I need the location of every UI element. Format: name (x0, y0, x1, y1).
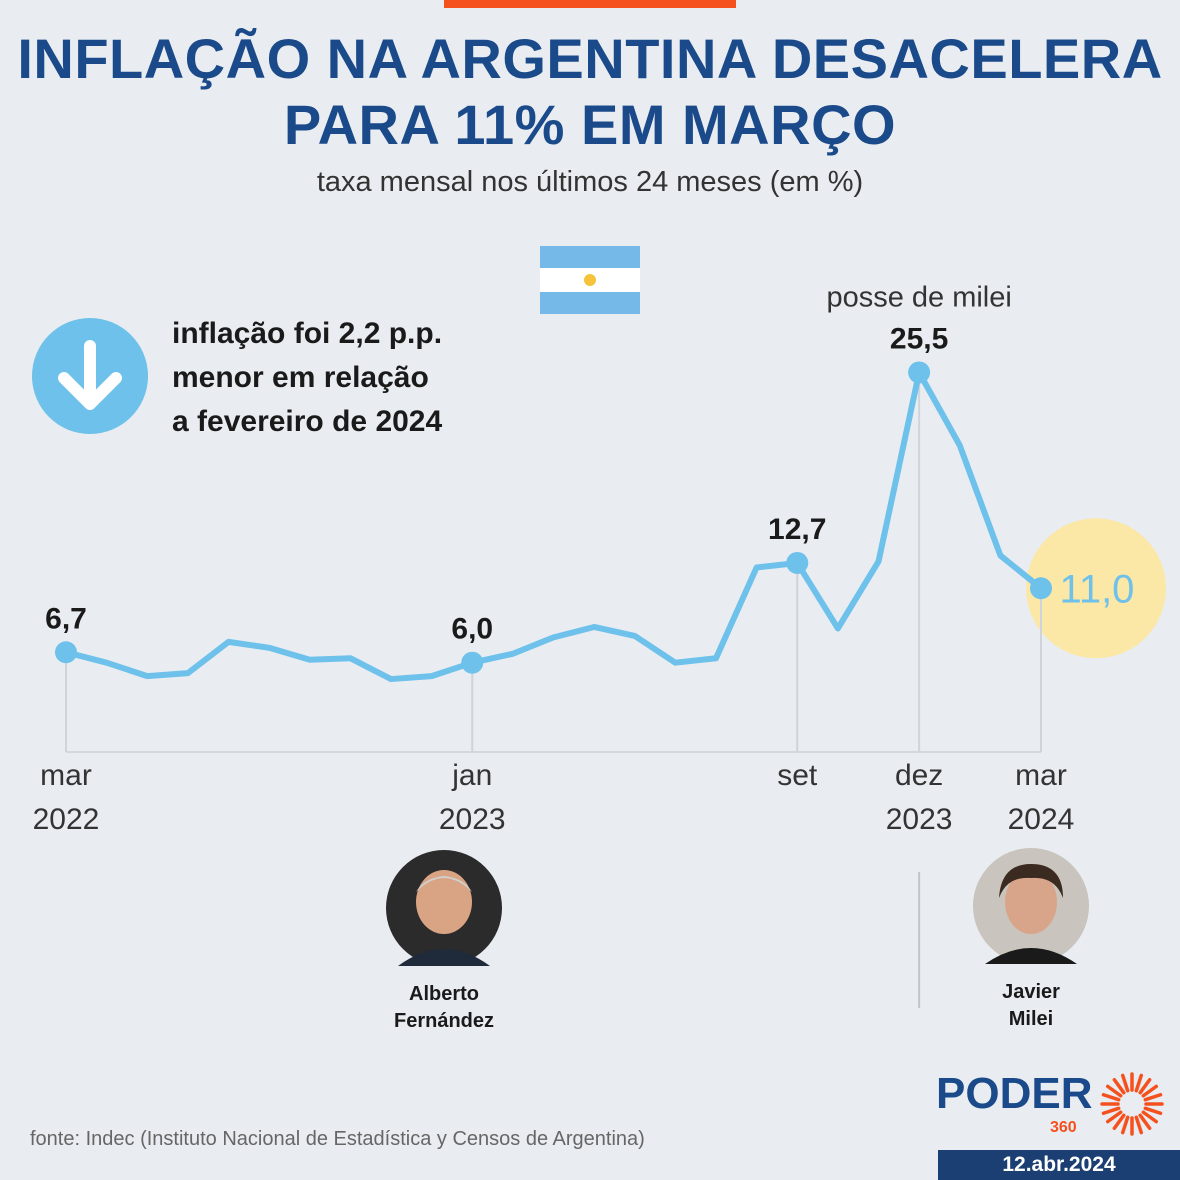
x-tick-label-line-1: mar (40, 759, 92, 792)
sunburst-ray (1101, 1092, 1121, 1102)
sunburst-ray (1101, 1106, 1121, 1116)
x-tick-label: mar 2022 (0, 754, 146, 842)
alberto-fernandez-portrait (386, 850, 502, 966)
x-tick-label-line-2: 2023 (885, 803, 953, 836)
sunburst-ray (1112, 1113, 1126, 1131)
sunburst-ray (1105, 1084, 1123, 1098)
x-tick-label: jan 2023 (392, 754, 552, 842)
data-label: 12,7 (768, 513, 826, 546)
person-name-line-2: Milei (1008, 1008, 1054, 1030)
data-point-marker (1030, 577, 1052, 600)
publication-date: 12.abr.2024 (938, 1150, 1180, 1180)
sunburst-ray (1138, 1077, 1152, 1095)
data-point-marker (55, 641, 77, 664)
page-title: INFLAÇÃO NA ARGENTINA DESACELERA PARA 11… (0, 26, 1180, 158)
data-label: 6,7 (45, 602, 87, 635)
sunburst-ray (1143, 1092, 1163, 1102)
poder360-logo: PODER 360 (936, 1069, 1164, 1136)
x-tick-label-line-1: dez (894, 759, 944, 792)
source-note: fonte: Indec (Instituto Nacional de Esta… (30, 1128, 645, 1150)
x-tick-label-line-1: mar (1015, 759, 1067, 792)
sunburst-ray (1105, 1110, 1123, 1124)
inflation-series-line (63, 369, 1044, 683)
data-point-marker (908, 361, 931, 384)
sunburst-ray (1141, 1084, 1159, 1098)
data-label: 6,0 (451, 613, 493, 646)
callout-line-2: menor em relação (172, 361, 429, 394)
callout-line-3: a fevereiro de 2024 (172, 405, 443, 438)
sunburst-ray (1134, 1115, 1144, 1135)
data-label: 25,5 (890, 322, 948, 355)
sunburst-ray (1138, 1113, 1152, 1131)
sunburst-ray (1120, 1073, 1130, 1093)
x-tick-label-line-2: 2022 (32, 803, 100, 836)
x-tick-label-line-1: set (777, 759, 818, 792)
top-accent-bar (444, 0, 736, 8)
callout-text: inflação foi 2,2 p.p. menor em relação a… (172, 312, 552, 444)
sunburst-ray (1143, 1106, 1163, 1116)
latest-value-highlight (1026, 518, 1166, 659)
person-alberto-fernandez: Alberto Fernández (364, 848, 524, 1035)
person-name-line-1: Javier (1002, 981, 1060, 1003)
sunburst-ray (1134, 1073, 1144, 1093)
person-name-line-2: Fernández (393, 1010, 495, 1032)
sunburst-ray (1141, 1110, 1159, 1124)
sunburst-ray (1112, 1077, 1126, 1095)
x-tick-label: dez 2023 (839, 754, 999, 842)
x-tick-label-line-1: jan (452, 759, 493, 792)
logo-sub: 360 (1050, 1119, 1077, 1136)
data-point-marker (786, 551, 809, 574)
sunburst-icon (1100, 1072, 1164, 1136)
javier-milei-portrait (973, 848, 1089, 964)
x-tick-label-line-2: 2024 (1007, 803, 1075, 836)
x-tick-label-line-2: 2023 (438, 803, 506, 836)
x-tick-label: mar 2024 (961, 754, 1121, 842)
title-line-1: INFLAÇÃO NA ARGENTINA DESACELERA (17, 27, 1163, 90)
data-point-marker (461, 651, 484, 674)
logo-text: PODER (936, 1069, 1092, 1118)
callout-line-1: inflação foi 2,2 p.p. (172, 317, 443, 350)
argentina-flag-icon (540, 246, 640, 314)
x-tick-label: set (717, 754, 877, 798)
sunburst-ray (1120, 1115, 1130, 1135)
person-name-line-1: Alberto (409, 983, 479, 1005)
title-line-2: PARA 11% EM MARÇO (283, 93, 897, 156)
data-label: 11,0 (1060, 567, 1135, 611)
person-javier-milei: Javier Milei (951, 846, 1111, 1033)
page-subtitle: taxa mensal nos últimos 24 meses (em %) (316, 166, 864, 198)
posse-de-milei-annotation: posse de milei (826, 281, 1011, 313)
down-arrow-icon (32, 318, 148, 434)
